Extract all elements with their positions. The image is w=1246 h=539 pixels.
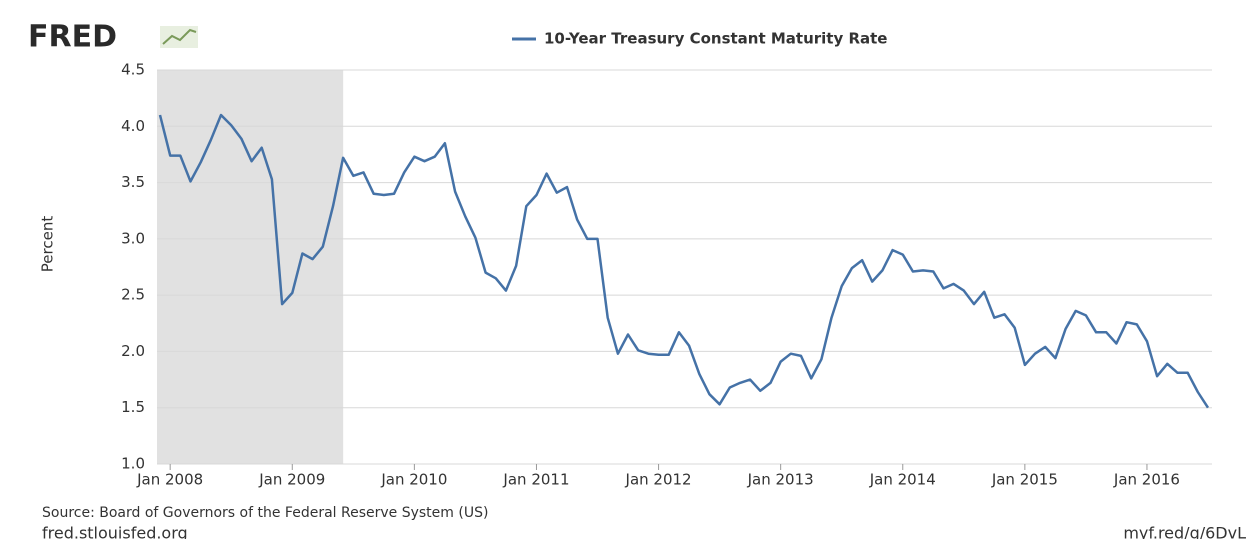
- x-tick-label: Jan 2013: [747, 471, 814, 489]
- x-tick-label: Jan 2010: [380, 471, 447, 489]
- logo-icon-line: [162, 28, 197, 45]
- x-tick-label: Jan 2009: [258, 471, 325, 489]
- y-tick-label: 3.5: [121, 173, 145, 191]
- x-tick-label: Jan 2012: [625, 471, 692, 489]
- logo-icon: [160, 26, 198, 48]
- y-axis-label: Percent: [39, 216, 57, 273]
- x-tick-label: Jan 2016: [1113, 471, 1180, 489]
- short-link: myf.red/g/6DvL: [1123, 524, 1246, 539]
- logo-icon-box: [160, 26, 198, 48]
- series-line: [158, 113, 1210, 409]
- y-tick-label: 3.0: [121, 229, 145, 247]
- x-tick-label: Jan 2015: [991, 471, 1058, 489]
- y-tick-label: 2.0: [121, 342, 145, 360]
- logo: FRED: [28, 20, 117, 55]
- x-tick-label: Jan 2008: [136, 471, 203, 489]
- x-tick-label: Jan 2011: [502, 471, 569, 489]
- site: fred.stlouisfed.org: [42, 524, 188, 539]
- y-tick-label: 2.5: [121, 286, 145, 304]
- y-tick-label: 1.5: [121, 398, 145, 416]
- x-tick-label: Jan 2014: [869, 471, 936, 489]
- y-tick-label: 4.0: [121, 117, 145, 135]
- recession-shade: [157, 70, 344, 464]
- legend-label: 10-Year Treasury Constant Maturity Rate: [544, 30, 887, 48]
- y-tick-label: 4.5: [121, 61, 145, 79]
- y-tick-label: 1.0: [121, 455, 145, 473]
- source: Source: Board of Governors of the Federa…: [42, 505, 488, 521]
